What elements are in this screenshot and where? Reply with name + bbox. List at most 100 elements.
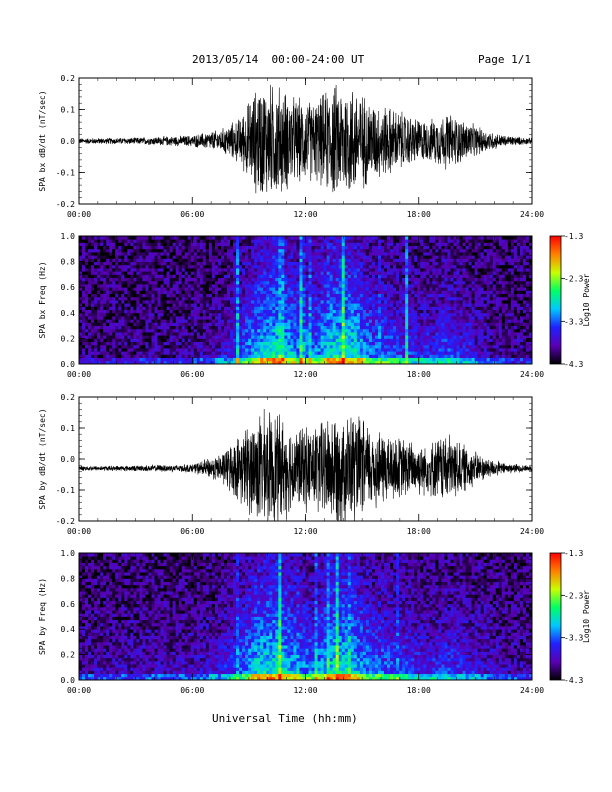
heat-cell [311,300,315,304]
heat-cell [296,312,300,317]
heat-cell [414,332,418,336]
heat-cell [266,277,270,282]
heat-cell [82,348,86,352]
heat-cell [214,306,219,310]
heat-cell [151,351,155,355]
heat-cell [211,271,216,275]
heat-cell [350,248,355,253]
heat-cell [362,344,367,349]
heat-cell [106,341,110,346]
heat-cell [347,284,352,288]
heat-cell [160,252,164,256]
heat-cell [88,268,92,272]
heat-cell [151,293,155,298]
heat-cell [151,271,155,275]
heat-cell [79,312,83,317]
heat-cell [193,255,198,259]
heat-cell [381,354,385,358]
heat-cell [85,328,89,333]
heat-cell [142,287,146,291]
heat-cell [359,306,364,310]
heat-cell [260,306,264,310]
heat-cell [103,268,107,272]
heat-cell [365,354,370,358]
heat-cell [226,245,231,250]
heat-cell [260,303,264,307]
heat-cell [230,261,234,266]
heat-cell [344,274,349,278]
heat-cell [187,274,192,278]
heat-cell [154,242,158,246]
heat-cell [109,338,113,342]
heat-cell [223,332,228,336]
heat-cell [396,290,400,294]
heat-cell [242,332,246,336]
heat-cell [142,239,146,243]
heat-cell [136,261,140,266]
heat-cell [344,312,349,317]
heat-cell [335,264,340,269]
heat-cell [245,357,249,362]
heat-cell [438,341,442,346]
heat-cell [381,319,385,323]
heat-cell [124,271,128,275]
heat-cell [115,261,119,266]
heat-cell [444,338,448,342]
heat-cell [82,280,86,285]
heat-cell [381,274,385,278]
heat-cell [163,296,167,301]
heat-cell [79,300,83,304]
heat-cell [205,258,210,262]
heat-cell [121,360,125,364]
heat-cell [260,332,264,336]
heat-cell [362,271,367,275]
heat-cell [260,319,264,323]
heat-cell [305,351,309,355]
heat-cell [145,332,149,336]
heat-cell [112,357,116,362]
heat-cell [245,351,249,355]
heat-cell [323,264,328,269]
heat-cell [130,341,134,346]
heat-cell [384,252,388,256]
heat-cell [94,354,98,358]
heat-cell [296,351,300,355]
heat-cell [115,242,119,246]
heat-cell [242,341,246,346]
heat-cell [275,325,279,330]
heat-cell [266,245,270,250]
heat-cell [121,264,125,269]
heat-cell [365,325,370,330]
heat-cell [157,328,161,333]
heat-cell [377,303,382,307]
heat-cell [121,293,125,298]
heat-cell [172,341,177,346]
heat-cell [272,348,276,352]
heat-cell [387,271,391,275]
heat-cell [257,309,261,314]
heat-cell [344,296,349,301]
heat-cell [88,328,92,333]
heat-cell [290,312,294,317]
heat-cell [187,271,192,275]
heat-cell [242,287,246,291]
heat-cell [91,296,95,301]
heat-cell [220,284,225,288]
heat-cell [356,348,361,352]
heat-cell [193,274,198,278]
heat-cell [257,261,261,266]
heat-cell [236,338,240,342]
heat-cell [293,271,297,275]
heat-cell [85,268,89,272]
heat-cell [151,274,155,278]
heat-cell [136,271,140,275]
heat-cell [251,344,255,349]
heat-cell [257,258,261,262]
heat-cell [402,239,406,243]
heat-cell [142,300,146,304]
heat-cell [371,255,376,259]
heat-cell [429,290,433,294]
heat-cell [290,284,294,288]
heat-cell [329,242,334,246]
heat-cell [254,280,258,285]
